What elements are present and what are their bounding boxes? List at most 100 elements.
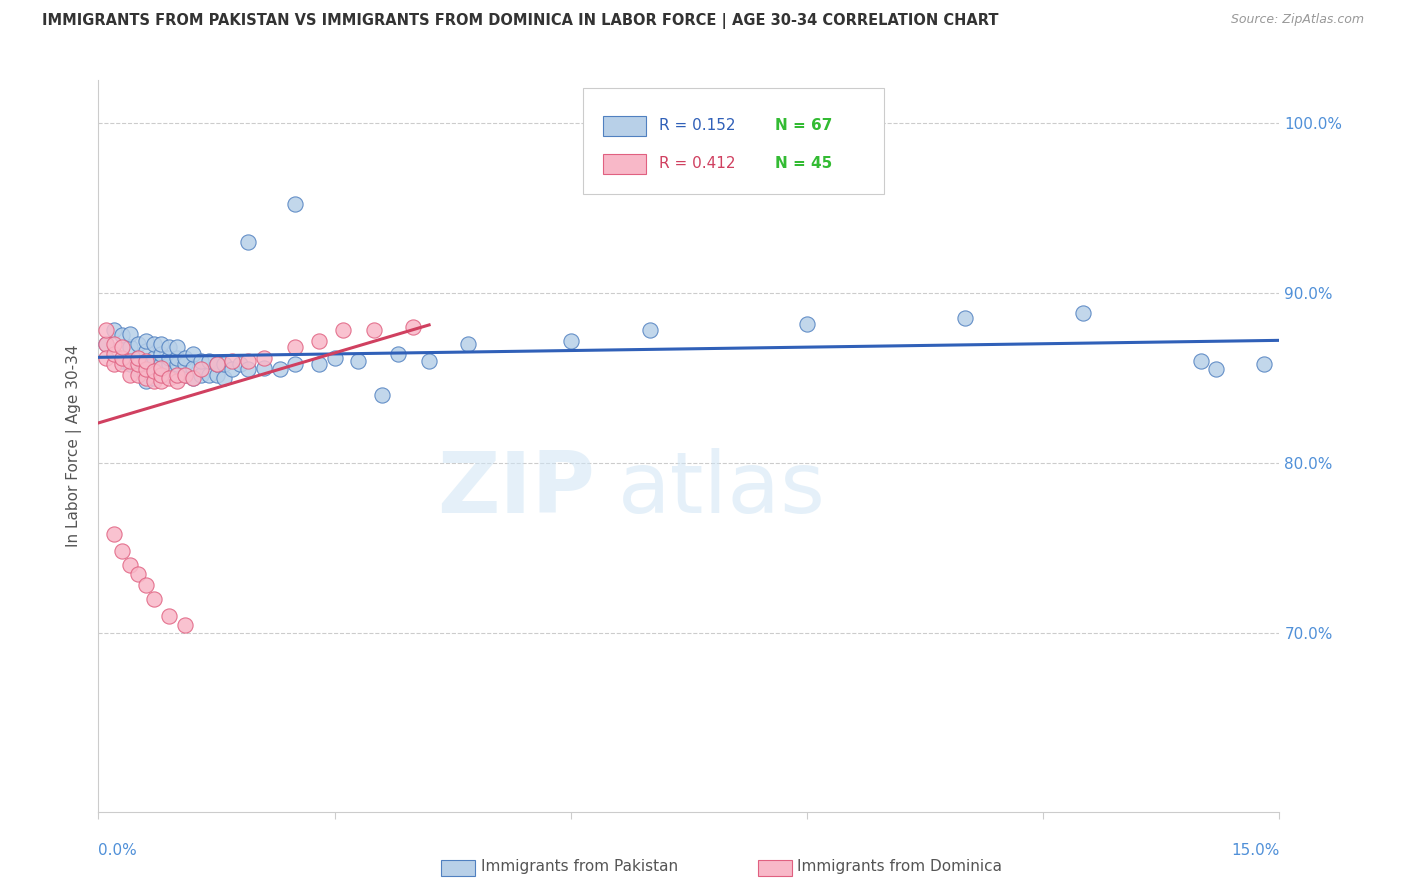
Point	[118, 354, 141, 368]
Point	[96, 337, 118, 351]
Point	[402, 320, 425, 334]
Text: N = 45: N = 45	[775, 156, 832, 171]
Point	[142, 337, 165, 351]
Point	[953, 311, 976, 326]
Point	[150, 357, 173, 371]
Point	[166, 340, 188, 354]
Point	[284, 357, 307, 371]
Point	[135, 334, 157, 348]
Point	[190, 354, 212, 368]
Text: Immigrants from Dominica: Immigrants from Dominica	[797, 859, 1002, 873]
Text: Immigrants from Pakistan: Immigrants from Pakistan	[481, 859, 678, 873]
Point	[197, 368, 219, 382]
Point	[205, 357, 228, 371]
Point	[363, 323, 385, 337]
Point	[1205, 362, 1227, 376]
Point	[103, 323, 125, 337]
Point	[174, 617, 197, 632]
Point	[638, 323, 661, 337]
Point	[560, 334, 582, 348]
Point	[157, 357, 180, 371]
Point	[118, 357, 141, 371]
Point	[111, 351, 134, 365]
Point	[127, 351, 149, 365]
Point	[236, 362, 259, 376]
Point	[135, 578, 157, 592]
Text: R = 0.412: R = 0.412	[659, 156, 735, 171]
Point	[96, 351, 118, 365]
Point	[253, 360, 276, 375]
Point	[150, 368, 173, 382]
Point	[284, 340, 307, 354]
Point	[142, 357, 165, 371]
Text: 0.0%: 0.0%	[98, 843, 138, 858]
Point	[142, 592, 165, 607]
Point	[135, 354, 157, 368]
Point	[166, 368, 188, 382]
Point	[157, 351, 180, 365]
Point	[96, 337, 118, 351]
Point	[150, 360, 173, 375]
Point	[135, 343, 157, 358]
Point	[150, 375, 173, 389]
Point	[142, 371, 165, 385]
Point	[371, 388, 394, 402]
Point	[157, 609, 180, 624]
Point	[127, 566, 149, 581]
Point	[457, 337, 479, 351]
Point	[135, 375, 157, 389]
Point	[157, 340, 180, 354]
Point	[387, 347, 409, 361]
Text: N = 67: N = 67	[775, 118, 832, 133]
Point	[111, 340, 134, 354]
Point	[214, 357, 236, 371]
Point	[221, 354, 243, 368]
Point	[111, 357, 134, 371]
Point	[127, 357, 149, 371]
Point	[111, 544, 134, 558]
Point	[111, 354, 134, 368]
FancyBboxPatch shape	[582, 87, 884, 194]
Point	[418, 354, 440, 368]
Point	[127, 362, 149, 376]
Point	[190, 368, 212, 382]
Point	[103, 347, 125, 361]
Point	[253, 351, 276, 365]
Point	[174, 368, 197, 382]
Y-axis label: In Labor Force | Age 30-34: In Labor Force | Age 30-34	[66, 344, 83, 548]
Text: IMMIGRANTS FROM PAKISTAN VS IMMIGRANTS FROM DOMINICA IN LABOR FORCE | AGE 30-34 : IMMIGRANTS FROM PAKISTAN VS IMMIGRANTS F…	[42, 13, 998, 29]
Point	[150, 347, 173, 361]
Point	[150, 368, 173, 382]
Point	[142, 375, 165, 389]
Point	[181, 360, 204, 375]
Point	[221, 362, 243, 376]
Point	[157, 371, 180, 385]
Point	[174, 368, 197, 382]
Point	[205, 368, 228, 382]
Point	[205, 357, 228, 371]
Point	[174, 351, 197, 365]
FancyBboxPatch shape	[603, 154, 647, 174]
Point	[118, 326, 141, 341]
Point	[118, 340, 141, 354]
Point	[229, 357, 252, 371]
Point	[214, 371, 236, 385]
Point	[127, 351, 149, 365]
Point	[135, 362, 157, 376]
Point	[103, 337, 125, 351]
Point	[142, 351, 165, 365]
Point	[284, 197, 307, 211]
Point	[142, 364, 165, 378]
Point	[166, 351, 188, 365]
Text: atlas: atlas	[619, 449, 827, 532]
Point	[190, 362, 212, 376]
Point	[103, 357, 125, 371]
Point	[111, 328, 134, 343]
Point	[347, 354, 370, 368]
Point	[1071, 306, 1094, 320]
Point	[796, 317, 818, 331]
Text: R = 0.152: R = 0.152	[659, 118, 735, 133]
Point	[181, 371, 204, 385]
FancyBboxPatch shape	[603, 116, 647, 136]
Point	[118, 368, 141, 382]
